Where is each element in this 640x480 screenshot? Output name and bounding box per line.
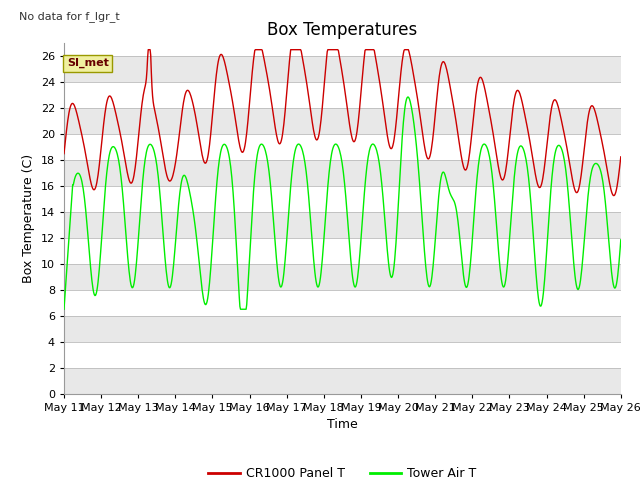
Text: No data for f_lgr_t: No data for f_lgr_t (19, 11, 120, 22)
Bar (64, 82, 621, 108)
Bar (64, 316, 621, 342)
Bar (64, 290, 621, 316)
Bar (64, 368, 621, 394)
Bar (64, 212, 621, 238)
Bar (64, 238, 621, 264)
Title: Box Temperatures: Box Temperatures (268, 21, 417, 39)
Bar (64, 186, 621, 212)
Bar (64, 160, 621, 186)
Legend: CR1000 Panel T, Tower Air T: CR1000 Panel T, Tower Air T (204, 462, 481, 480)
Bar (64, 264, 621, 290)
Text: SI_met: SI_met (67, 58, 109, 68)
Y-axis label: Box Temperature (C): Box Temperature (C) (22, 154, 35, 283)
Bar (64, 134, 621, 160)
Bar (64, 108, 621, 134)
X-axis label: Time: Time (327, 418, 358, 431)
Bar (64, 342, 621, 368)
Bar (64, 56, 621, 82)
